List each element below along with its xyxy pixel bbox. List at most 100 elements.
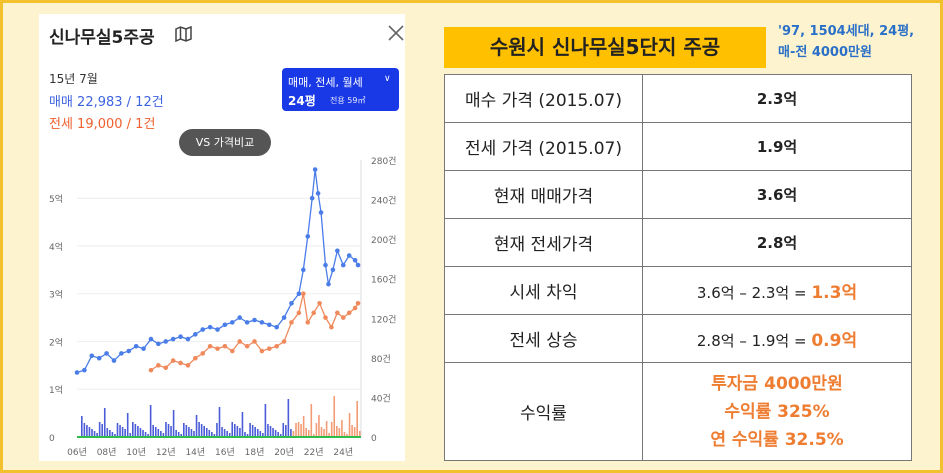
volume-bar [323, 429, 325, 437]
volume-bar [137, 426, 139, 437]
area-label: 전용 59㎡ [330, 96, 366, 105]
volume-bar [126, 413, 129, 437]
volume-bar [93, 431, 96, 437]
chevron-down-icon: ∨ [384, 74, 391, 84]
volume-bar [211, 432, 213, 437]
data-point [252, 339, 257, 344]
data-point [193, 355, 198, 361]
investment-table: 매수 가격 (2015.07) 2.3억 전세 가격 (2015.07) 1.9… [444, 74, 912, 461]
volume-bar [310, 404, 313, 437]
volume-bar [348, 413, 351, 437]
x-tick-label: 08년 [97, 447, 117, 458]
table-row: 매수 가격 (2015.07) 2.3억 [444, 74, 912, 123]
data-point [318, 210, 324, 215]
volume-bar [91, 429, 93, 437]
volume-bar [264, 404, 267, 437]
volume-bar [190, 429, 193, 437]
volume-bar [160, 431, 162, 437]
volume-bar [292, 431, 295, 437]
row-value: 2.8억 – 1.9억 = 0.9억 [642, 314, 912, 363]
x-tick-label: 20년 [274, 447, 294, 458]
selected-month: 15년 7월 [49, 72, 98, 86]
x-tick-label: 14년 [185, 447, 205, 458]
data-point [126, 348, 132, 354]
data-point [259, 348, 265, 354]
data-point [352, 257, 358, 263]
row-label: 매수 가격 (2015.07) [444, 74, 643, 123]
volume-bar [86, 425, 88, 437]
data-point [222, 322, 228, 328]
data-point [335, 248, 340, 254]
y-right-tick-label: 80건 [371, 354, 391, 365]
volume-bar [356, 401, 358, 437]
yield-summary: 투자금 4000만원 수익률 325% 연 수익률 32.5% [643, 370, 911, 454]
deal-type-filter-button[interactable]: 매매, 전세, 월세 ∨ 24평 전용 59㎡ [282, 68, 399, 111]
sale-price-summary: 매매 22,983 / 12건 [49, 95, 164, 110]
y-right-tick-label: 120건 [371, 314, 396, 325]
y-tick-label: 2억 [49, 336, 63, 348]
volume-bar [277, 432, 279, 437]
row-value: 3.6억 – 2.3억 = 1.3억 [642, 266, 912, 315]
data-point [330, 267, 336, 273]
volume-bar [165, 422, 167, 437]
volume-bar [106, 428, 109, 437]
jeonse-price-summary: 전세 19,000 / 1건 [49, 117, 156, 132]
volume-bar [254, 427, 256, 437]
volume-bar [330, 422, 333, 437]
data-point [281, 339, 287, 344]
volume-bar [259, 431, 262, 437]
volume-bar [129, 433, 132, 437]
data-point [355, 300, 361, 306]
data-point [311, 310, 316, 316]
volume-bar [226, 431, 228, 437]
data-point [317, 300, 322, 306]
volume-bar [228, 433, 231, 437]
volume-bar [313, 434, 315, 437]
volume-bar [320, 427, 323, 437]
annual-return: 연 수익률 32.5% [710, 429, 844, 450]
row-label: 수익률 [444, 362, 643, 461]
volume-bar [149, 405, 152, 437]
apartment-app-panel: 신나무실5주공 15년 7월 매매 22,983 / 12건 전세 19,000… [39, 14, 405, 461]
volume-bar [103, 408, 106, 437]
table-row: 현재 전세가격 2.8억 [444, 218, 912, 267]
price-trend-chart: 0 1억 2억 3억 4억 5억 0 40건 80건 120건 160건 200건 240건 280건 06… [49, 156, 396, 458]
size-label: 24평 [288, 94, 316, 108]
data-point [156, 363, 161, 368]
volume-bar [216, 423, 218, 437]
y-right-tick-label: 280건 [371, 156, 396, 167]
volume-bar [241, 412, 244, 437]
volume-bar [343, 432, 346, 437]
calc-expression: 2.8억 – 1.9억 = [696, 332, 812, 350]
volume-bar [124, 429, 126, 437]
volume-bar [203, 426, 205, 437]
data-point [104, 351, 109, 356]
data-point [96, 355, 102, 361]
volume-bar [231, 422, 234, 437]
close-icon[interactable] [387, 24, 405, 42]
deal-type-label: 매매, 전세, 월세 [288, 76, 363, 89]
data-point [266, 346, 272, 351]
data-point [133, 343, 139, 349]
volume-bar [114, 434, 116, 437]
row-value: 1.9억 [642, 122, 912, 171]
data-point [207, 343, 213, 349]
data-point [326, 281, 331, 287]
map-icon[interactable] [175, 26, 192, 42]
volume-bar [328, 433, 330, 437]
volume-bar [221, 427, 223, 437]
volume-bar [302, 416, 305, 437]
volume-bar [325, 421, 328, 437]
volume-bar [175, 430, 177, 437]
volume-bar [290, 429, 292, 437]
data-point [305, 320, 311, 325]
app-title: 신나무실5주공 [49, 28, 155, 48]
table-row: 현재 매매가격 3.6억 [444, 170, 912, 219]
series-line [76, 169, 359, 374]
volume-bar [152, 425, 154, 437]
vs-compare-button[interactable]: VS 가격비교 [179, 129, 271, 156]
data-point [148, 336, 154, 342]
data-point [82, 367, 87, 373]
volume-bar [341, 420, 343, 437]
table-row: 전세 가격 (2015.07) 1.9억 [444, 122, 912, 171]
